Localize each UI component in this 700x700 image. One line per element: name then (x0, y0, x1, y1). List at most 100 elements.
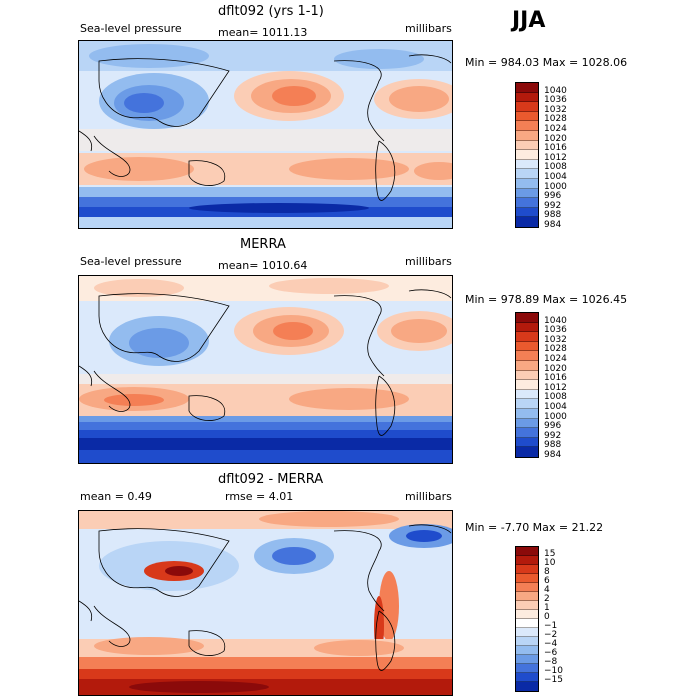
colorbar-swatch (516, 389, 538, 400)
colorbar-swatch (516, 437, 538, 448)
colorbar-tick-label: 1016 (544, 143, 567, 154)
colorbar-tick-label: 1032 (544, 104, 567, 115)
panel-1-field-label: Sea-level pressure (80, 22, 182, 35)
colorbar-swatch (516, 150, 538, 160)
colorbar-swatch (516, 418, 538, 429)
colorbar-tick-label: 2 (544, 594, 550, 604)
colorbar-tick-label: 1008 (544, 162, 567, 173)
colorbar-tick-label: −8 (544, 657, 558, 667)
colorbar-tick-label: 1004 (544, 402, 567, 412)
colorbar-swatch (516, 140, 538, 151)
colorbar-tick-label: 1024 (544, 354, 567, 364)
panel-3-minmax: Min = -7.70 Max = 21.22 (465, 521, 604, 534)
colorbar-tick-label: 984 (544, 450, 562, 460)
colorbar-swatch (516, 169, 538, 179)
colorbar-tick-label: 1032 (544, 334, 567, 345)
panel-3-map (78, 510, 453, 696)
colorbar-tick-label: 996 (544, 421, 562, 432)
colorbar-swatch (516, 159, 538, 170)
colorbar-swatch (516, 399, 538, 409)
panel-1-title: dflt092 (yrs 1-1) (218, 4, 324, 19)
panel-3-colorbar (515, 546, 539, 692)
colorbar-tick-label: 1012 (544, 382, 567, 393)
colorbar-tick-label: 988 (544, 440, 562, 451)
panel-3-units: millibars (405, 490, 452, 503)
colorbar-swatch (516, 619, 538, 628)
panel-3-rmse: rmse = 4.01 (225, 490, 294, 503)
colorbar-swatch (516, 547, 538, 556)
panel-2-map (78, 275, 453, 464)
colorbar-swatch (516, 682, 538, 691)
colorbar-swatch (516, 188, 538, 199)
colorbar-tick-label: −1 (544, 621, 558, 631)
colorbar-tick-label: 1024 (544, 124, 567, 134)
colorbar-swatch (516, 102, 538, 112)
colorbar-tick-label: 1 (544, 603, 550, 613)
panel-1-map (78, 40, 453, 229)
colorbar-tick-label: 1028 (544, 344, 567, 355)
colorbar-swatch (516, 655, 538, 664)
colorbar-tick-label: 1000 (544, 181, 567, 192)
colorbar-tick-label: 1012 (544, 152, 567, 163)
colorbar-swatch (516, 637, 538, 646)
colorbar-swatch (516, 673, 538, 682)
colorbar-swatch (516, 447, 538, 457)
colorbar-swatch (516, 83, 538, 93)
colorbar-swatch (516, 583, 538, 592)
colorbar-swatch (516, 332, 538, 342)
colorbar-swatch (516, 207, 538, 218)
colorbar-swatch (516, 646, 538, 655)
colorbar-swatch (516, 341, 538, 352)
colorbar-swatch (516, 664, 538, 673)
colorbar-tick-label: 10 (544, 558, 556, 568)
colorbar-swatch (516, 313, 538, 323)
colorbar-tick-label: 1028 (544, 114, 567, 125)
colorbar-tick-label: 1020 (544, 363, 567, 374)
colorbar-tick-label: 988 (544, 210, 562, 221)
colorbar-swatch (516, 370, 538, 381)
colorbar-swatch (516, 628, 538, 637)
colorbar-tick-label: 996 (544, 191, 562, 202)
panel-1-minmax: Min = 984.03 Max = 1028.06 (465, 56, 628, 69)
colorbar-swatch (516, 574, 538, 583)
colorbar-swatch (516, 198, 538, 208)
panel-2-colorbar (515, 312, 539, 458)
colorbar-tick-label: 1016 (544, 373, 567, 384)
colorbar-tick-label: 8 (544, 567, 550, 577)
colorbar-tick-label: −4 (544, 639, 558, 649)
panel-2-title: MERRA (240, 237, 286, 252)
colorbar-tick-label: 1020 (544, 133, 567, 144)
colorbar-swatch (516, 408, 538, 419)
colorbar-tick-label: 4 (544, 585, 550, 595)
colorbar-swatch (516, 556, 538, 565)
colorbar-tick-label: 6 (544, 576, 550, 586)
colorbar-swatch (516, 601, 538, 610)
colorbar-swatch (516, 360, 538, 371)
colorbar-tick-label: −2 (544, 630, 558, 640)
panel-3-mean: mean = 0.49 (80, 490, 152, 503)
colorbar-swatch (516, 178, 538, 189)
colorbar-tick-label: 992 (544, 200, 562, 211)
panel-1-units: millibars (405, 22, 452, 35)
colorbar-swatch (516, 130, 538, 141)
colorbar-tick-label: 984 (544, 220, 562, 230)
colorbar-tick-label: 992 (544, 430, 562, 441)
panel-2-minmax: Min = 978.89 Max = 1026.45 (465, 293, 628, 306)
colorbar-swatch (516, 428, 538, 438)
colorbar-swatch (516, 322, 538, 333)
colorbar-swatch (516, 92, 538, 103)
colorbar-tick-label: 1036 (544, 325, 567, 336)
colorbar-swatch (516, 121, 538, 131)
colorbar-tick-label: −10 (544, 666, 563, 676)
panel-1-colorbar (515, 82, 539, 228)
colorbar-swatch (516, 351, 538, 361)
colorbar-tick-label: 1004 (544, 172, 567, 182)
colorbar-swatch (516, 592, 538, 601)
colorbar-tick-label: 1008 (544, 392, 567, 403)
colorbar-tick-label: −15 (544, 675, 563, 685)
colorbar-tick-label: −6 (544, 648, 558, 658)
colorbar-tick-label: 1040 (544, 85, 567, 96)
colorbar-tick-label: 1000 (544, 411, 567, 422)
colorbar-swatch (516, 565, 538, 574)
colorbar-tick-label: 0 (544, 612, 550, 622)
